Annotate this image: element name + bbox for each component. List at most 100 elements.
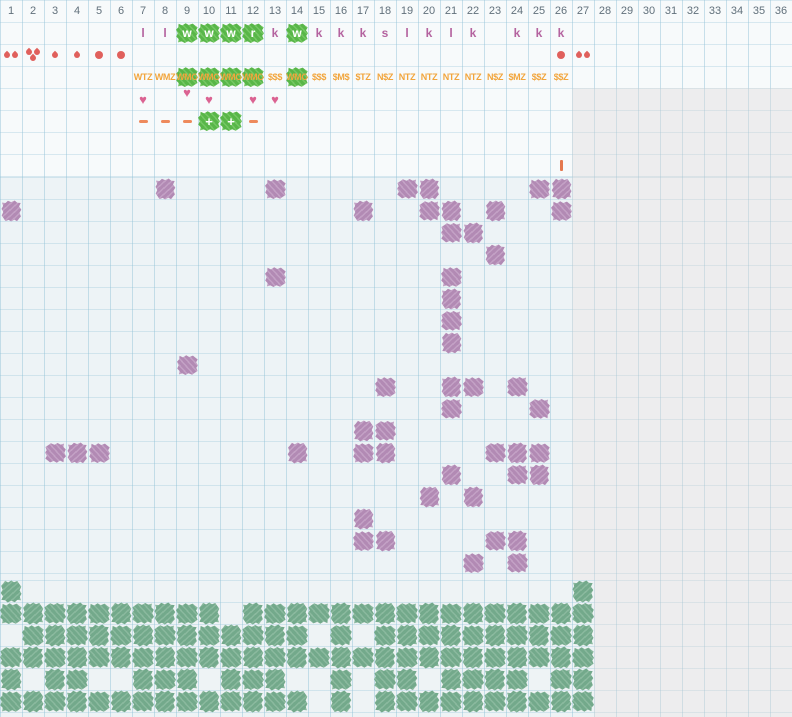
crop-blob[interactable]: [353, 531, 374, 551]
crop-blob[interactable]: [507, 377, 528, 397]
harvest-blob[interactable]: [199, 603, 220, 625]
harvest-blob[interactable]: [418, 625, 440, 646]
harvest-blob[interactable]: [221, 625, 242, 647]
harvest-blob[interactable]: [155, 647, 176, 669]
crop-blob[interactable]: [442, 289, 462, 310]
harvest-blob[interactable]: [23, 647, 44, 669]
harvest-blob[interactable]: [242, 625, 264, 646]
crop-blob[interactable]: [508, 443, 528, 464]
harvest-blob[interactable]: [88, 691, 110, 712]
harvest-blob[interactable]: [419, 691, 440, 713]
harvest-blob[interactable]: [44, 691, 66, 712]
crop-blob[interactable]: [486, 245, 506, 266]
harvest-blob[interactable]: [243, 691, 264, 713]
harvest-blob[interactable]: [264, 647, 286, 668]
harvest-blob[interactable]: [44, 647, 66, 668]
middle-field[interactable]: [0, 177, 572, 580]
crop-blob[interactable]: [354, 509, 374, 530]
harvest-blob[interactable]: [176, 691, 198, 712]
harvest-blob[interactable]: [66, 669, 88, 690]
harvest-blob[interactable]: [485, 625, 506, 647]
crop-blob[interactable]: [508, 531, 528, 552]
harvest-blob[interactable]: [396, 691, 418, 712]
harvest-blob[interactable]: [550, 625, 572, 646]
crop-blob[interactable]: [419, 201, 440, 221]
harvest-blob[interactable]: [66, 625, 88, 646]
crop-blob[interactable]: [441, 267, 462, 287]
harvest-blob[interactable]: [88, 647, 110, 668]
harvest-blob[interactable]: [506, 669, 528, 690]
harvest-blob[interactable]: [352, 603, 374, 624]
harvest-blob[interactable]: [110, 625, 132, 646]
harvest-blob[interactable]: [507, 691, 528, 713]
harvest-blob[interactable]: [462, 669, 484, 690]
harvest-blob[interactable]: [132, 603, 154, 624]
crop-blob[interactable]: [485, 443, 506, 463]
harvest-blob[interactable]: [551, 691, 572, 713]
crop-blob[interactable]: [177, 355, 198, 375]
crop-blob[interactable]: [442, 377, 462, 398]
harvest-blob[interactable]: [220, 647, 242, 668]
harvest-blob[interactable]: [1, 581, 22, 603]
harvest-blob[interactable]: [220, 691, 242, 712]
harvest-blob[interactable]: [331, 691, 352, 713]
harvest-blob[interactable]: [176, 603, 198, 624]
plant-blob[interactable]: w: [176, 23, 198, 43]
harvest-blob[interactable]: [23, 603, 44, 625]
harvest-blob[interactable]: [507, 647, 528, 669]
harvest-blob[interactable]: [374, 625, 396, 646]
harvest-blob[interactable]: [440, 691, 462, 712]
harvest-blob[interactable]: [331, 647, 352, 669]
harvest-blob[interactable]: [529, 625, 550, 647]
harvest-blob[interactable]: [528, 603, 550, 624]
harvest-blob[interactable]: [88, 603, 110, 624]
harvest-blob[interactable]: [352, 647, 374, 668]
harvest-blob[interactable]: [286, 625, 308, 646]
crop-blob[interactable]: [397, 179, 418, 199]
harvest-blob[interactable]: [111, 603, 132, 625]
crop-blob[interactable]: [529, 179, 550, 199]
plant-blob[interactable]: WMO: [198, 67, 220, 87]
harvest-blob[interactable]: [265, 625, 286, 647]
crop-blob[interactable]: [442, 333, 462, 354]
plant-blob[interactable]: WMO: [286, 67, 308, 87]
crop-blob[interactable]: [156, 179, 176, 200]
harvest-blob[interactable]: [242, 669, 264, 690]
harvest-blob[interactable]: [551, 647, 572, 669]
crop-blob[interactable]: [551, 201, 572, 221]
plant-blob[interactable]: w: [286, 23, 308, 43]
plant-blob[interactable]: w: [220, 23, 242, 43]
harvest-blob[interactable]: [0, 603, 22, 624]
harvest-blob[interactable]: [0, 647, 22, 668]
crop-blob[interactable]: [375, 421, 396, 441]
harvest-blob[interactable]: [463, 603, 484, 625]
harvest-blob[interactable]: [287, 691, 308, 713]
harvest-blob[interactable]: [198, 625, 220, 646]
harvest-blob[interactable]: [45, 625, 66, 647]
harvest-blob[interactable]: [264, 691, 286, 712]
harvest-blob[interactable]: [550, 669, 572, 690]
harvest-blob[interactable]: [375, 603, 396, 625]
crop-blob[interactable]: [529, 443, 550, 463]
harvest-blob[interactable]: [397, 625, 418, 647]
crop-blob[interactable]: [507, 553, 528, 573]
harvest-blob[interactable]: [177, 669, 198, 691]
harvest-blob[interactable]: [484, 647, 506, 668]
harvest-blob[interactable]: [440, 603, 462, 624]
crop-blob[interactable]: [530, 465, 550, 486]
crop-blob[interactable]: [68, 443, 88, 464]
harvest-blob[interactable]: [484, 691, 506, 712]
harvest-blob[interactable]: [243, 647, 264, 669]
crop-blob[interactable]: [486, 201, 506, 222]
harvest-blob[interactable]: [89, 625, 110, 647]
harvest-blob[interactable]: [375, 647, 396, 669]
harvest-blob[interactable]: [45, 669, 66, 691]
harvest-blob[interactable]: [308, 603, 330, 624]
harvest-blob[interactable]: [441, 669, 462, 691]
crop-blob[interactable]: [485, 531, 506, 551]
harvest-blob[interactable]: [221, 669, 242, 691]
harvest-blob[interactable]: [374, 669, 396, 690]
harvest-blob[interactable]: [287, 647, 308, 669]
harvest-blob[interactable]: [330, 669, 352, 690]
crop-blob[interactable]: [354, 201, 374, 222]
